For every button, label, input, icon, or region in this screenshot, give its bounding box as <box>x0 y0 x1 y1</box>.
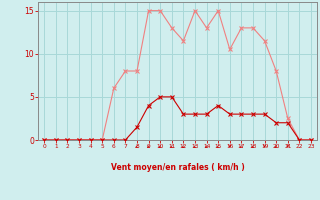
X-axis label: Vent moyen/en rafales ( km/h ): Vent moyen/en rafales ( km/h ) <box>111 163 244 172</box>
